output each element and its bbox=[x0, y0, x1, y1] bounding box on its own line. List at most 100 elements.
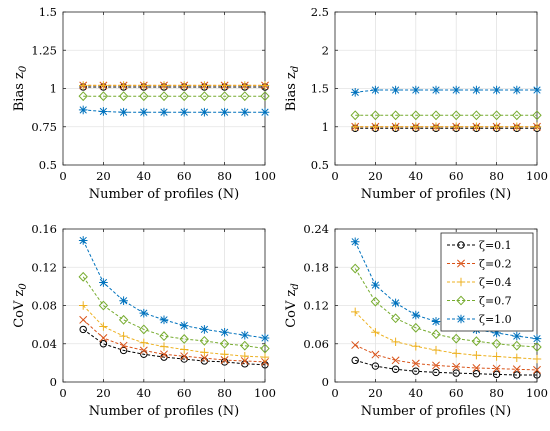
legend-label: ζ=1.0 bbox=[479, 313, 512, 326]
data-point bbox=[350, 110, 360, 121]
data-point bbox=[220, 358, 229, 366]
data-point bbox=[431, 110, 441, 121]
data-point bbox=[411, 359, 420, 368]
data-point bbox=[260, 333, 270, 343]
data-point bbox=[371, 350, 380, 359]
series-1 bbox=[79, 325, 269, 369]
y-axis-label: Bias z0 bbox=[12, 65, 29, 111]
x-tick-label: 80 bbox=[489, 386, 504, 400]
data-point bbox=[431, 345, 441, 355]
y-tick-label: 0 bbox=[50, 375, 57, 389]
data-point bbox=[78, 271, 88, 282]
data-point bbox=[98, 91, 109, 102]
data-point bbox=[240, 340, 250, 351]
data-point bbox=[492, 328, 501, 338]
legend: ζ=0.1 ζ=0.2 ζ=0.4 ζ=0.7 ζ=1.0 bbox=[440, 232, 534, 332]
series-line bbox=[355, 89, 537, 93]
data-point bbox=[200, 348, 209, 357]
series-5 bbox=[350, 85, 542, 97]
data-point bbox=[451, 333, 461, 344]
series-4 bbox=[78, 271, 270, 354]
series-line bbox=[82, 276, 266, 349]
data-point bbox=[532, 342, 542, 352]
x-tick-label: 40 bbox=[136, 169, 151, 183]
x-tick-label: 80 bbox=[489, 169, 504, 183]
data-point bbox=[139, 346, 148, 355]
data-point bbox=[351, 307, 360, 317]
legend-marker bbox=[456, 277, 466, 287]
data-point bbox=[371, 122, 380, 131]
x-tick-label: 100 bbox=[526, 386, 548, 400]
series-2 bbox=[79, 315, 269, 366]
y-tick-label: 1.5 bbox=[39, 5, 57, 19]
series-line bbox=[82, 319, 266, 363]
data-point bbox=[99, 322, 108, 331]
data-point bbox=[119, 341, 128, 350]
data-point bbox=[472, 364, 481, 372]
x-tick-label: 60 bbox=[449, 169, 464, 183]
x-tick-label: 0 bbox=[59, 169, 66, 183]
data-point bbox=[240, 91, 250, 102]
data-point bbox=[160, 350, 168, 359]
data-point bbox=[491, 338, 502, 349]
data-point bbox=[351, 356, 359, 365]
x-tick-label: 80 bbox=[217, 169, 232, 183]
data-point bbox=[513, 371, 521, 379]
data-point bbox=[179, 321, 189, 330]
y-tick-label: 0 bbox=[322, 375, 329, 389]
data-point bbox=[451, 110, 461, 121]
data-point bbox=[139, 81, 148, 90]
y-tick-label: 1 bbox=[322, 120, 329, 134]
data-point bbox=[139, 338, 148, 347]
x-tick-label: 0 bbox=[331, 169, 338, 183]
data-point bbox=[199, 335, 210, 346]
data-point bbox=[159, 91, 169, 102]
data-point bbox=[260, 81, 270, 90]
series-line bbox=[354, 311, 538, 360]
data-point bbox=[220, 107, 229, 117]
y-axis-label: Bias zd bbox=[284, 66, 301, 112]
series-4 bbox=[78, 91, 270, 102]
data-point bbox=[260, 343, 270, 354]
series-line bbox=[355, 359, 537, 376]
data-point bbox=[78, 105, 88, 115]
data-point bbox=[79, 301, 88, 310]
data-point bbox=[139, 308, 149, 318]
data-point bbox=[492, 85, 501, 95]
data-point bbox=[139, 107, 149, 117]
x-tick-label: 60 bbox=[177, 386, 192, 400]
panel-4: 0 20 40 60 80 100 0 0.06 0.12 0.18 0.24 Number of p… bbox=[284, 222, 548, 419]
series-5 bbox=[78, 236, 270, 343]
x-tick-label: 100 bbox=[254, 386, 276, 400]
data-point bbox=[512, 110, 522, 121]
data-point bbox=[220, 356, 229, 364]
series-3 bbox=[351, 122, 542, 131]
data-point bbox=[512, 331, 522, 341]
data-point bbox=[432, 361, 440, 370]
data-point bbox=[261, 357, 269, 366]
data-point bbox=[180, 352, 189, 361]
y-tick-label: 0.08 bbox=[31, 299, 57, 313]
data-point bbox=[512, 365, 521, 374]
data-point bbox=[240, 81, 249, 90]
data-point bbox=[220, 327, 229, 337]
data-point bbox=[119, 296, 128, 306]
data-point bbox=[99, 107, 108, 116]
data-point bbox=[492, 364, 501, 373]
data-point bbox=[179, 91, 189, 102]
series-line bbox=[82, 240, 266, 339]
data-point bbox=[119, 107, 128, 117]
y-tick-label: 0.12 bbox=[303, 299, 329, 313]
x-tick-label: 80 bbox=[217, 386, 232, 400]
series-3 bbox=[79, 301, 270, 362]
data-point bbox=[533, 371, 541, 379]
y-tick-label: 0.04 bbox=[31, 337, 57, 351]
data-point bbox=[411, 310, 421, 320]
data-point bbox=[371, 362, 380, 370]
data-point bbox=[200, 325, 209, 334]
data-point bbox=[370, 110, 381, 121]
y-tick-label: 0.06 bbox=[303, 337, 329, 351]
data-point bbox=[411, 122, 420, 131]
data-point bbox=[118, 91, 129, 102]
data-point bbox=[471, 336, 482, 347]
